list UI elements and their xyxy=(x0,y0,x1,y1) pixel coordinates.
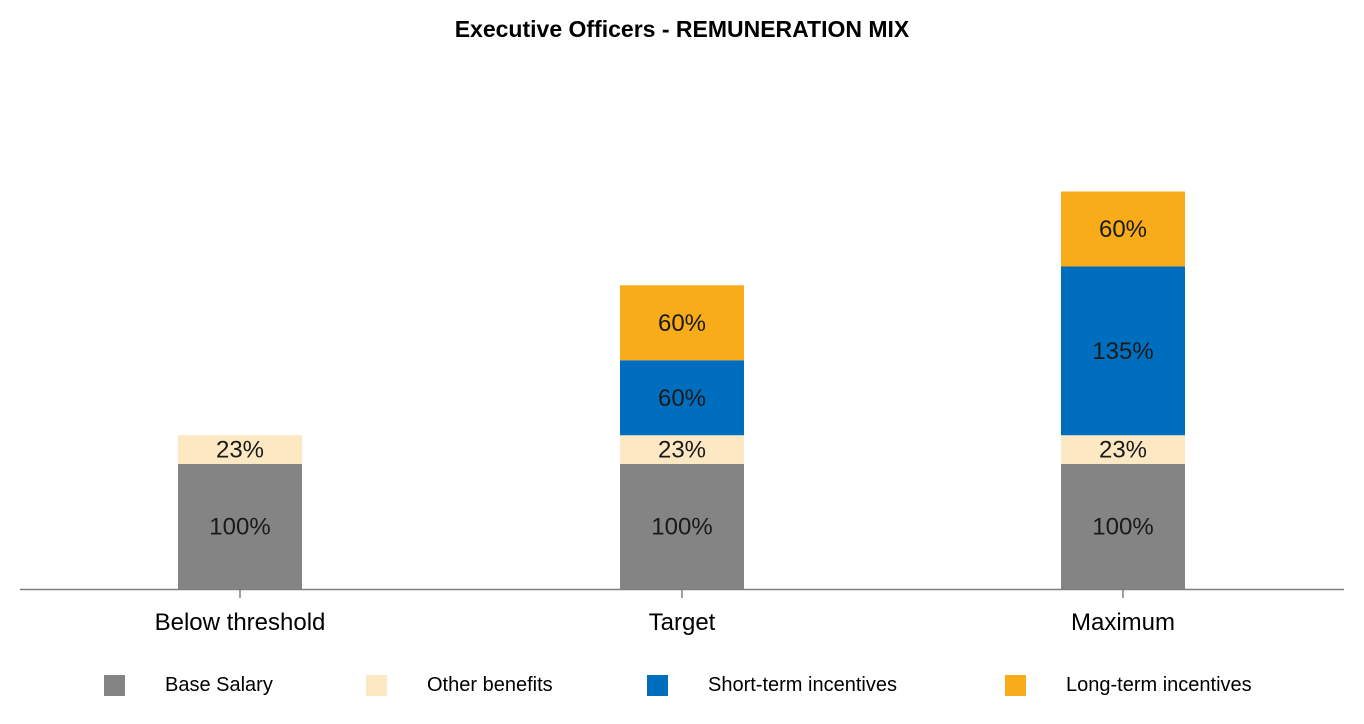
data-label-maximum-other-benefits: 23% xyxy=(1099,437,1147,464)
bar-below-threshold-base-salary xyxy=(178,464,302,589)
data-label-target-base-salary: 100% xyxy=(651,514,712,541)
x-tick-label-target: Target xyxy=(649,609,716,636)
data-label-target-other-benefits: 23% xyxy=(658,437,706,464)
legend-label-base-salary: Base Salary xyxy=(165,673,273,696)
legend-swatch-other-benefits xyxy=(366,674,387,696)
legend-item-base-salary: Base Salary xyxy=(104,670,273,700)
bar-maximum-base-salary xyxy=(1061,464,1185,589)
legend-label-short-term-incentives: Short-term incentives xyxy=(708,673,897,696)
x-tick-label-below-threshold: Below threshold xyxy=(155,609,326,636)
legend-item-short-term-incentives: Short-term incentives xyxy=(647,670,897,700)
data-label-target-long-term-incentives: 60% xyxy=(658,310,706,337)
bar-below-threshold-other-benefits xyxy=(178,435,302,464)
chart-title: Executive Officers - REMUNERATION MIX xyxy=(454,16,910,42)
data-label-maximum-base-salary: 100% xyxy=(1092,514,1153,541)
bar-target-short-term-incentives xyxy=(620,360,744,436)
legend-swatch-long-term-incentives xyxy=(1005,674,1026,696)
data-label-maximum-short-term-incentives: 135% xyxy=(1092,338,1153,365)
legend-swatch-base-salary xyxy=(104,674,125,696)
bar-maximum-long-term-incentives xyxy=(1061,191,1185,267)
data-label-below-threshold-other-benefits: 23% xyxy=(216,437,264,464)
data-label-target-short-term-incentives: 60% xyxy=(658,385,706,412)
legend-swatch-short-term-incentives xyxy=(647,674,668,696)
bar-maximum-short-term-incentives xyxy=(1061,266,1185,436)
chart-legend: Base Salary Other benefits Short-term ince… xyxy=(0,670,1364,700)
legend-label-other-benefits: Other benefits xyxy=(427,673,553,696)
bar-maximum-other-benefits xyxy=(1061,435,1185,464)
legend-item-other-benefits: Other benefits xyxy=(366,670,553,700)
legend-item-long-term-incentives: Long-term incentives xyxy=(1005,670,1252,700)
bar-target-other-benefits xyxy=(620,435,744,464)
legend-label-long-term-incentives: Long-term incentives xyxy=(1066,673,1252,696)
data-label-below-threshold-base-salary: 100% xyxy=(209,514,270,541)
bar-target-base-salary xyxy=(620,464,744,589)
x-tick-label-maximum: Maximum xyxy=(1071,609,1175,636)
data-label-maximum-long-term-incentives: 60% xyxy=(1099,216,1147,243)
bar-target-long-term-incentives xyxy=(620,285,744,361)
